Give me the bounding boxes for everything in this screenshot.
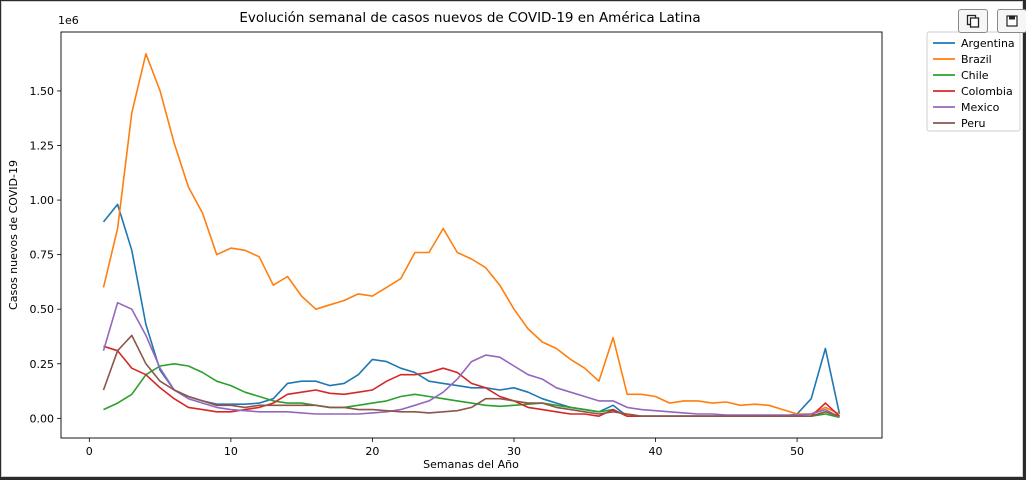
- legend-label: Chile: [961, 69, 989, 82]
- y-tick-label: 1.25: [30, 140, 55, 153]
- x-tick-label: 40: [649, 445, 663, 458]
- series-line-mexico: [102, 301, 840, 419]
- x-axis-label: Semanas del Año: [423, 458, 519, 471]
- legend-label: Brazil: [961, 53, 992, 66]
- legend-label: Mexico: [961, 101, 1000, 114]
- y-tick-label: 0.00: [30, 412, 55, 425]
- copy-button[interactable]: [958, 9, 988, 33]
- series-lines: [102, 52, 841, 419]
- legend-label: Peru: [961, 117, 986, 130]
- plot-area: [60, 31, 883, 439]
- series-line-brazil: [102, 52, 840, 415]
- x-tick-label: 0: [86, 445, 93, 458]
- y-tick-label: 0.75: [30, 249, 55, 262]
- x-tick-label: 30: [507, 445, 521, 458]
- series-line-peru: [102, 334, 840, 418]
- legend-label: Argentina: [961, 37, 1015, 50]
- y-tick-label: 0.50: [30, 303, 55, 316]
- save-button[interactable]: [997, 9, 1026, 33]
- legend: Argentina Brazil Chile Colombia Mexico Peru: [926, 31, 1021, 132]
- y-tick-label: 1.00: [30, 194, 55, 207]
- save-icon: [1006, 15, 1018, 27]
- x-tick-label: 10: [224, 445, 238, 458]
- chart-title: Evolución semanal de casos nuevos de COV…: [239, 10, 700, 26]
- x-tick-label: 20: [365, 445, 379, 458]
- y-axis: 0.00 0.25 0.50 0.75 1.00 1.25 1.50: [30, 85, 61, 425]
- x-axis: 0 10 20 30 40 50: [86, 438, 804, 458]
- y-tick-label: 0.25: [30, 358, 55, 371]
- x-tick-label: 50: [790, 445, 804, 458]
- y-offset-label: 1e6: [58, 14, 79, 27]
- legend-label: Colombia: [961, 85, 1013, 98]
- y-axis-label: Casos nuevos de COVID-19: [7, 160, 20, 310]
- y-tick-label: 1.50: [30, 85, 55, 98]
- copy-icon: [966, 14, 980, 28]
